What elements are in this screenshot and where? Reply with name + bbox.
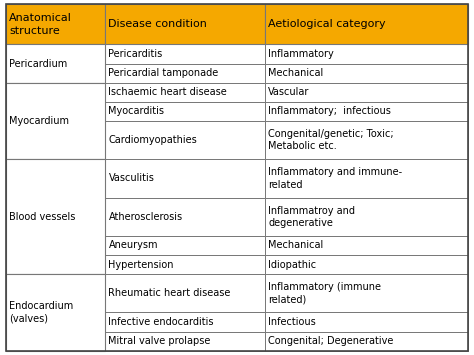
Bar: [105, 64, 265, 83]
Text: Cardiomyopathies: Cardiomyopathies: [109, 135, 197, 145]
Text: Pericardium: Pericardium: [9, 59, 67, 69]
Bar: [105, 83, 265, 102]
Bar: [105, 44, 265, 64]
Bar: [265, 83, 468, 102]
Bar: [105, 312, 265, 332]
Text: Vasculitis: Vasculitis: [109, 174, 155, 184]
Text: Congenital; Degenerative: Congenital; Degenerative: [268, 336, 393, 346]
Bar: [6, 312, 105, 332]
Bar: [265, 159, 468, 198]
Text: Vascular: Vascular: [268, 87, 310, 97]
Text: Congenital/genetic; Toxic;
Metabolic etc.: Congenital/genetic; Toxic; Metabolic etc…: [268, 129, 394, 151]
Bar: [265, 312, 468, 332]
Bar: [6, 274, 105, 351]
Text: Atherosclerosis: Atherosclerosis: [109, 212, 182, 222]
Bar: [105, 159, 265, 198]
Text: Infective endocarditis: Infective endocarditis: [109, 317, 214, 327]
Bar: [6, 83, 105, 159]
Bar: [105, 236, 265, 255]
Text: Pericarditis: Pericarditis: [109, 49, 163, 59]
Bar: [6, 198, 105, 236]
Bar: [265, 121, 468, 159]
Text: Mechanical: Mechanical: [268, 68, 323, 78]
Text: Ischaemic heart disease: Ischaemic heart disease: [109, 87, 227, 97]
Bar: [6, 332, 105, 351]
Text: Aetiological category: Aetiological category: [268, 20, 386, 29]
Text: Hypertension: Hypertension: [109, 260, 174, 269]
Bar: [105, 4, 265, 44]
Bar: [6, 4, 105, 44]
Bar: [265, 44, 468, 64]
Text: Disease condition: Disease condition: [109, 20, 207, 29]
Text: Pericardial tamponade: Pericardial tamponade: [109, 68, 219, 78]
Bar: [6, 64, 105, 83]
Bar: [6, 121, 105, 159]
Bar: [6, 102, 105, 121]
Bar: [6, 83, 105, 102]
Text: Pericardium: Pericardium: [9, 49, 67, 59]
Bar: [105, 121, 265, 159]
Text: Mitral valve prolapse: Mitral valve prolapse: [109, 336, 211, 346]
Bar: [105, 274, 265, 312]
Text: Idiopathic: Idiopathic: [268, 260, 316, 269]
Bar: [6, 159, 105, 198]
Text: Endocardium
(valves): Endocardium (valves): [9, 301, 73, 324]
Text: Inflammatroy and
degenerative: Inflammatroy and degenerative: [268, 206, 355, 228]
Bar: [265, 255, 468, 274]
Text: Endocardium
(valves): Endocardium (valves): [9, 282, 73, 305]
Text: Myocardium: Myocardium: [9, 87, 69, 97]
Bar: [265, 102, 468, 121]
Text: Anatomical
structure: Anatomical structure: [9, 13, 72, 36]
Bar: [265, 4, 468, 44]
Bar: [6, 44, 105, 64]
Text: Blood vessels: Blood vessels: [9, 174, 75, 184]
Text: Inflammatory;  infectious: Inflammatory; infectious: [268, 106, 391, 116]
Bar: [6, 274, 105, 312]
Bar: [105, 332, 265, 351]
Text: Blood vessels: Blood vessels: [9, 212, 75, 222]
Bar: [265, 332, 468, 351]
Bar: [6, 236, 105, 255]
Text: Inflammatory and immune-
related: Inflammatory and immune- related: [268, 167, 402, 190]
Text: Myocardium: Myocardium: [9, 116, 69, 126]
Bar: [105, 255, 265, 274]
Text: Rheumatic heart disease: Rheumatic heart disease: [109, 288, 231, 298]
Bar: [6, 255, 105, 274]
Text: Myocarditis: Myocarditis: [109, 106, 164, 116]
Bar: [265, 236, 468, 255]
Bar: [6, 44, 105, 83]
Bar: [6, 159, 105, 274]
Text: Infectious: Infectious: [268, 317, 316, 327]
Text: Inflammatory: Inflammatory: [268, 49, 334, 59]
Bar: [105, 102, 265, 121]
Bar: [105, 198, 265, 236]
Bar: [265, 274, 468, 312]
Text: Aneurysm: Aneurysm: [109, 240, 158, 251]
Bar: [265, 64, 468, 83]
Bar: [265, 198, 468, 236]
Text: Mechanical: Mechanical: [268, 240, 323, 251]
Text: Inflammatory (immune
related): Inflammatory (immune related): [268, 282, 381, 305]
